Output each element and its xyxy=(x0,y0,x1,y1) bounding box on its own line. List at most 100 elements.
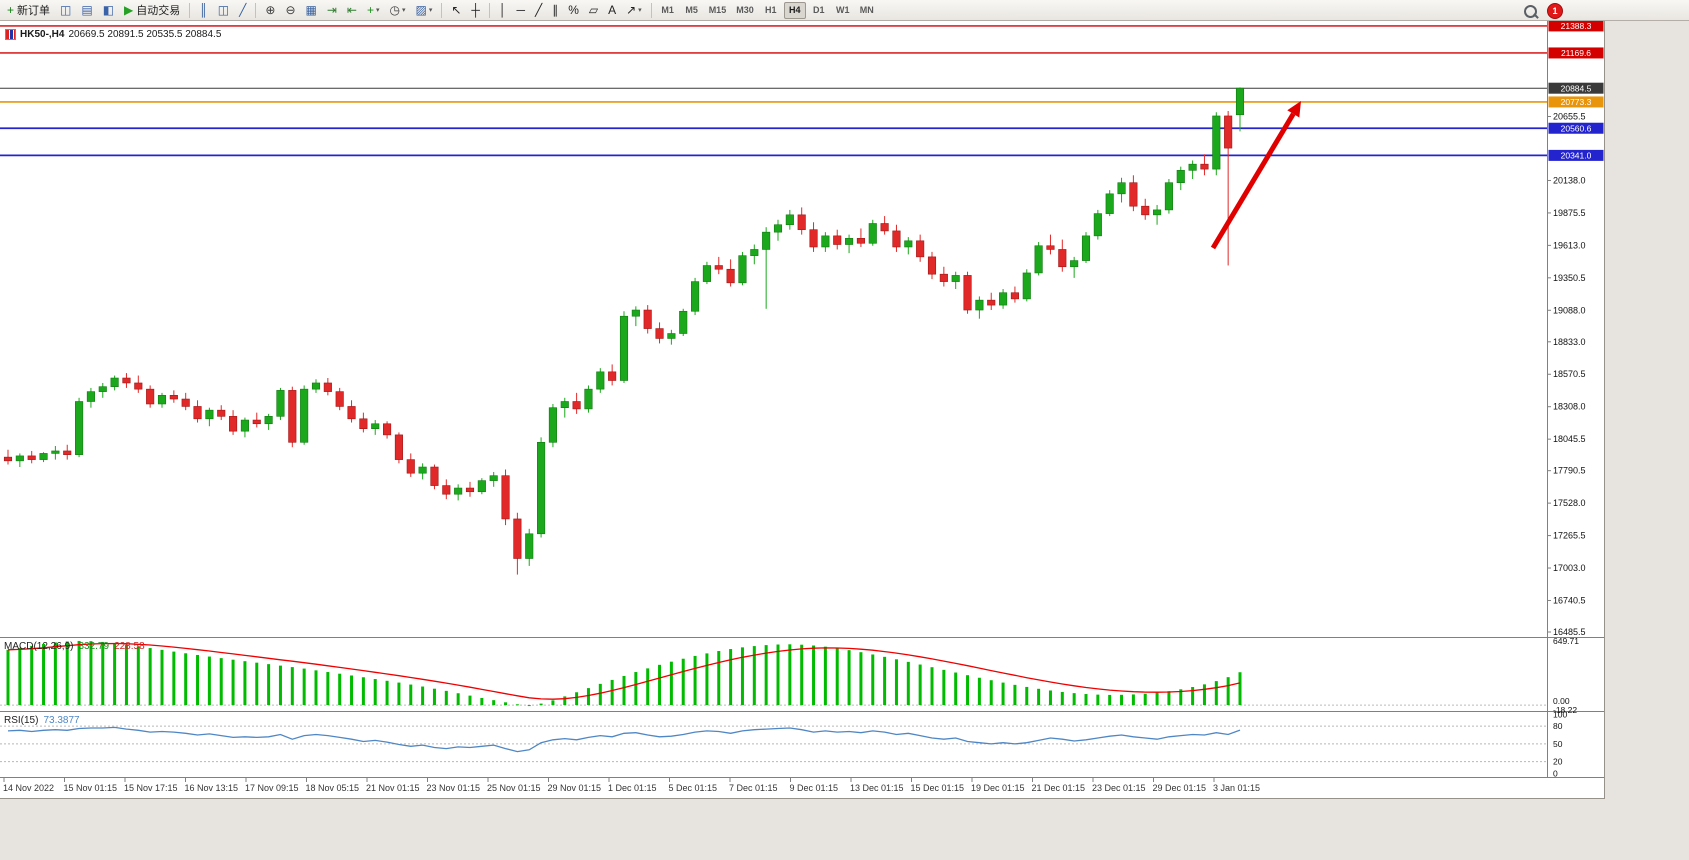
bar-chart-button[interactable]: ║ xyxy=(195,1,212,19)
dropdown-caret-icon: ▾ xyxy=(638,7,642,14)
dropdown-caret-icon: ▾ xyxy=(428,7,433,14)
template-icon: ▨ xyxy=(415,3,427,17)
text-button[interactable]: A xyxy=(604,1,620,19)
macd-bar xyxy=(966,675,970,706)
candle-body xyxy=(1188,163,1197,171)
trendline-button[interactable]: ╱ xyxy=(531,1,546,19)
templates-button[interactable]: ▨ ▾ xyxy=(412,1,437,19)
horizontal-line-button[interactable]: ─ xyxy=(512,1,529,19)
macd-bar xyxy=(421,686,425,706)
macd-bar xyxy=(894,659,898,706)
auto-scroll-button[interactable]: ⇥ xyxy=(323,1,341,19)
cursor-button[interactable]: ↖ xyxy=(447,1,465,19)
tile-windows-button[interactable]: ▦ xyxy=(302,1,321,19)
macd-bar xyxy=(1155,692,1159,706)
timeframe-w1-button[interactable]: W1 xyxy=(832,2,854,19)
macd-bar xyxy=(551,700,555,706)
price-badge-label: 21169.6 xyxy=(1561,48,1591,58)
timeframe-h4-button[interactable]: H4 xyxy=(783,1,806,19)
candle-body xyxy=(63,450,72,455)
time-axis-label: 21 Dec 01:15 xyxy=(1032,783,1086,793)
candle-body xyxy=(276,390,285,417)
timeframe-m5-button[interactable]: M5 xyxy=(681,2,703,19)
zoom-in-button[interactable]: ⊕ xyxy=(261,1,279,19)
macd-bar xyxy=(148,648,152,706)
candle-body xyxy=(821,235,830,248)
indicators-plus-icon: + xyxy=(366,3,374,17)
zoom-in-icon: ⊕ xyxy=(265,3,276,17)
macd-bar xyxy=(989,680,993,706)
new-order-button[interactable]: + 新订单 xyxy=(3,1,54,19)
candle-body xyxy=(655,328,664,339)
price-axis-label: 18308.0 xyxy=(1553,402,1586,412)
macd-main-value: 332.79 xyxy=(78,641,110,652)
timeframe-toolbar: M1 M5 M15 M30 H1 H4 D1 W1 MN xyxy=(656,0,879,20)
fibonacci-button[interactable]: % xyxy=(564,1,583,19)
timeframe-m15-button[interactable]: M15 xyxy=(705,2,731,19)
macd-bar xyxy=(812,645,816,706)
navigator-button[interactable]: ◧ xyxy=(99,1,118,19)
macd-bar xyxy=(977,677,981,706)
candle-body xyxy=(1164,182,1173,211)
macd-bar xyxy=(1084,694,1088,706)
timeframe-m1-button[interactable]: M1 xyxy=(657,2,679,19)
candle-body xyxy=(1010,292,1019,300)
macd-bar xyxy=(338,673,342,706)
candle-body xyxy=(110,377,119,387)
macd-bar xyxy=(196,654,200,706)
new-order-icon: + xyxy=(7,3,15,17)
macd-bar xyxy=(18,647,22,706)
candle-body xyxy=(631,309,640,317)
crosshair-button[interactable]: ┼ xyxy=(467,1,484,19)
timeframe-h1-button[interactable]: H1 xyxy=(760,2,782,19)
candle-body xyxy=(39,453,48,460)
line-chart-button[interactable]: ╱ xyxy=(235,1,250,19)
vertical-line-button[interactable]: │ xyxy=(495,1,511,19)
macd-bar xyxy=(658,664,662,706)
time-axis-label: 17 Nov 09:15 xyxy=(245,783,299,793)
candle-body xyxy=(1224,115,1233,149)
candle-body xyxy=(27,455,36,460)
candle-body xyxy=(797,214,806,230)
candle-body xyxy=(679,310,688,334)
trend-arrow-head[interactable] xyxy=(1287,101,1301,118)
macd-bar xyxy=(480,697,484,706)
equidistant-channel-button[interactable]: ∥ xyxy=(548,1,562,19)
macd-bar xyxy=(219,658,223,706)
autotrading-button[interactable]: ▶ 自动交易 xyxy=(120,1,184,19)
charts-grid-button[interactable]: ◫ xyxy=(56,1,75,19)
periods-button[interactable]: ◷ ▾ xyxy=(386,1,410,19)
timeframe-mn-button[interactable]: MN xyxy=(856,2,878,19)
zoom-out-button[interactable]: ⊖ xyxy=(281,1,299,19)
candle-body xyxy=(856,238,865,244)
clock-icon: ◷ xyxy=(389,3,400,17)
candle-body xyxy=(963,275,972,311)
search-icon[interactable] xyxy=(1524,4,1537,18)
candle-body xyxy=(371,423,380,430)
timeframe-d1-button[interactable]: D1 xyxy=(808,2,830,19)
market-watch-button[interactable]: ▤ xyxy=(77,1,96,19)
macd-bar xyxy=(871,654,875,706)
macd-axis-label: 0.00 xyxy=(1553,696,1570,706)
arrow-object-icon: ↗ xyxy=(626,3,637,17)
candlestick-chart-button[interactable]: ◫ xyxy=(214,1,233,19)
price-badge xyxy=(1548,122,1604,134)
macd-bar xyxy=(492,700,496,706)
indicators-button[interactable]: + ▾ xyxy=(363,1,384,19)
candle-body xyxy=(868,223,877,244)
shapes-button[interactable]: ▱ xyxy=(585,1,602,19)
candle-body xyxy=(762,231,771,250)
candle-body xyxy=(15,455,24,462)
price-badge xyxy=(1548,47,1604,59)
timeframe-m30-button[interactable]: M30 xyxy=(732,2,758,19)
notification-badge[interactable]: 1 xyxy=(1547,3,1563,19)
rsi-axis-label: 80 xyxy=(1553,721,1563,731)
rsi-axis-label: 20 xyxy=(1553,757,1563,767)
macd-bar xyxy=(764,645,768,706)
chart-shift-button[interactable]: ⇤ xyxy=(343,1,361,19)
macd-bar xyxy=(681,658,685,706)
arrows-button[interactable]: ↗ ▾ xyxy=(622,1,646,19)
trend-arrow-shaft[interactable] xyxy=(1210,112,1296,250)
candle-body xyxy=(667,333,676,339)
candle-body xyxy=(311,382,321,390)
